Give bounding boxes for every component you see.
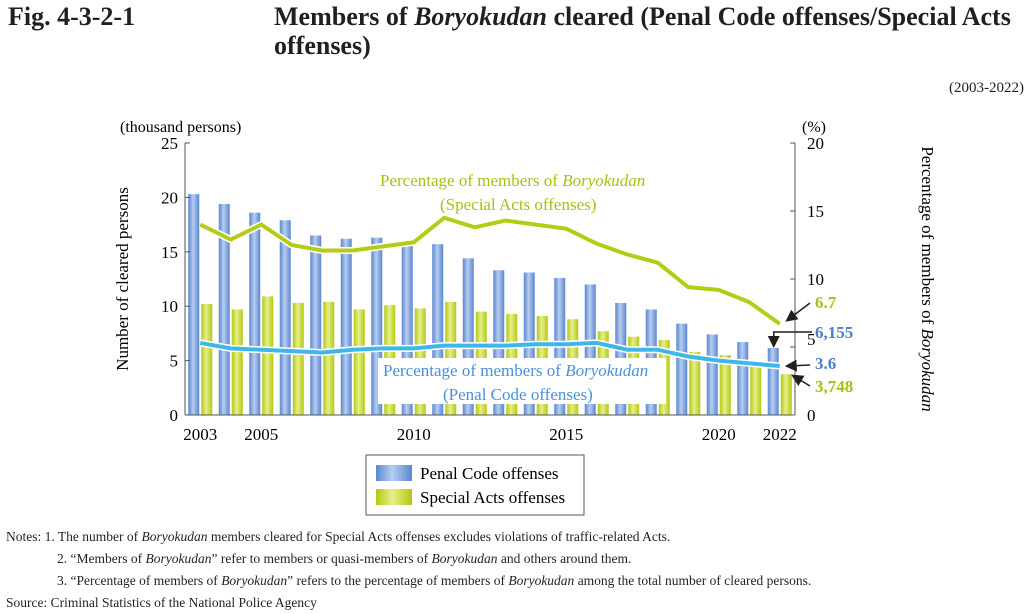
special-line-label: Percentage of members of Boryokudan	[380, 171, 645, 190]
bar-penal-code	[340, 238, 352, 415]
bar-penal-code	[401, 245, 413, 415]
left-tick-label: 0	[170, 406, 179, 425]
note-1: Notes: 1. The number of Boryokudan membe…	[6, 529, 671, 544]
bar-special-acts	[750, 362, 762, 415]
note-2: 2. “Members of Boryokudan” refer to memb…	[57, 551, 632, 566]
left-tick-label: 5	[170, 352, 179, 371]
x-tick-label: 2022	[763, 425, 797, 444]
line-special-pct	[199, 215, 781, 326]
right-axis-unit: (%)	[802, 119, 826, 136]
note-3: 3. “Percentage of members of Boryokudan”…	[57, 573, 812, 588]
x-tick-label: 2003	[183, 425, 217, 444]
right-tick-label: 5	[807, 330, 816, 349]
legend-swatch-penal	[376, 465, 412, 481]
arrow-special-count	[791, 374, 811, 387]
bar-penal-code	[584, 284, 596, 415]
left-tick-label: 10	[161, 297, 178, 316]
bar-penal-code	[188, 194, 200, 415]
bar-special-acts	[689, 351, 701, 415]
left-tick-label: 15	[161, 243, 178, 262]
bar-special-acts	[262, 296, 274, 415]
bar-penal-code	[462, 258, 474, 415]
bar-special-acts	[201, 304, 213, 415]
right-tick-label: 15	[807, 202, 824, 221]
arrow-special-pct	[785, 302, 811, 322]
legend-swatch-special	[376, 489, 412, 505]
x-tick-label: 2005	[244, 425, 278, 444]
bar-penal-code	[371, 237, 383, 415]
right-tick-label: 10	[807, 270, 824, 289]
bar-special-acts	[323, 301, 335, 415]
bar-special-acts	[231, 309, 243, 415]
source: Source: Criminal Statistics of the Natio…	[6, 595, 317, 610]
arrow-penal-pct	[784, 359, 811, 372]
special-line-label: (Special Acts offenses)	[440, 195, 596, 214]
left-axis-label: Number of cleared persons	[113, 187, 132, 371]
arrow-penal-count	[767, 331, 812, 349]
annotation-penal-count: 6,155	[815, 323, 853, 342]
bar-penal-code	[706, 334, 718, 415]
figure-title-text: Members of Boryokudan cleared (Penal Cod…	[274, 2, 1011, 60]
bar-penal-code	[737, 342, 749, 415]
left-axis-unit: (thousand persons)	[120, 119, 241, 136]
period-label: (2003-2022)	[949, 80, 1024, 96]
bar-special-acts	[353, 309, 365, 415]
line-penal-pct	[199, 340, 780, 369]
annotation-penal-pct: 3.6	[815, 354, 836, 373]
bar-penal-code	[279, 220, 291, 415]
legend-label-special: Special Acts offenses	[420, 488, 565, 507]
right-tick-label: 0	[807, 406, 816, 425]
bar-special-acts	[292, 302, 304, 415]
left-tick-label: 25	[161, 134, 178, 153]
left-tick-label: 20	[161, 188, 178, 207]
right-axis-label: Percentage of members of Boryokudan	[918, 146, 937, 411]
legend-label-penal: Penal Code offenses	[420, 464, 559, 483]
figure-number: Fig. 4-3-2-1	[8, 2, 136, 31]
bar-penal-code	[218, 203, 230, 415]
x-tick-label: 2015	[549, 425, 583, 444]
penal-label-background	[378, 358, 666, 404]
figure-title: Fig. 4-3-2-1 Members of Boryokudan clear…	[8, 2, 1011, 60]
annotation-special-count: 3,748	[815, 377, 853, 396]
bar-penal-code	[767, 348, 779, 415]
notes: Notes: 1. The number of Boryokudan membe…	[6, 526, 811, 614]
bar-penal-code	[249, 212, 261, 415]
bar-penal-code	[676, 323, 688, 415]
bar-penal-code	[432, 244, 444, 415]
x-tick-label: 2020	[702, 425, 736, 444]
penal-line-label: Percentage of members of Boryokudan	[383, 361, 648, 380]
annotation-special-pct: 6.7	[815, 293, 837, 312]
bar-penal-code	[310, 235, 322, 415]
x-tick-label: 2010	[397, 425, 431, 444]
right-tick-label: 20	[807, 134, 824, 153]
penal-line-label: (Penal Code offenses)	[443, 385, 593, 404]
bar-special-acts	[719, 355, 731, 415]
bar-special-acts	[780, 374, 792, 415]
